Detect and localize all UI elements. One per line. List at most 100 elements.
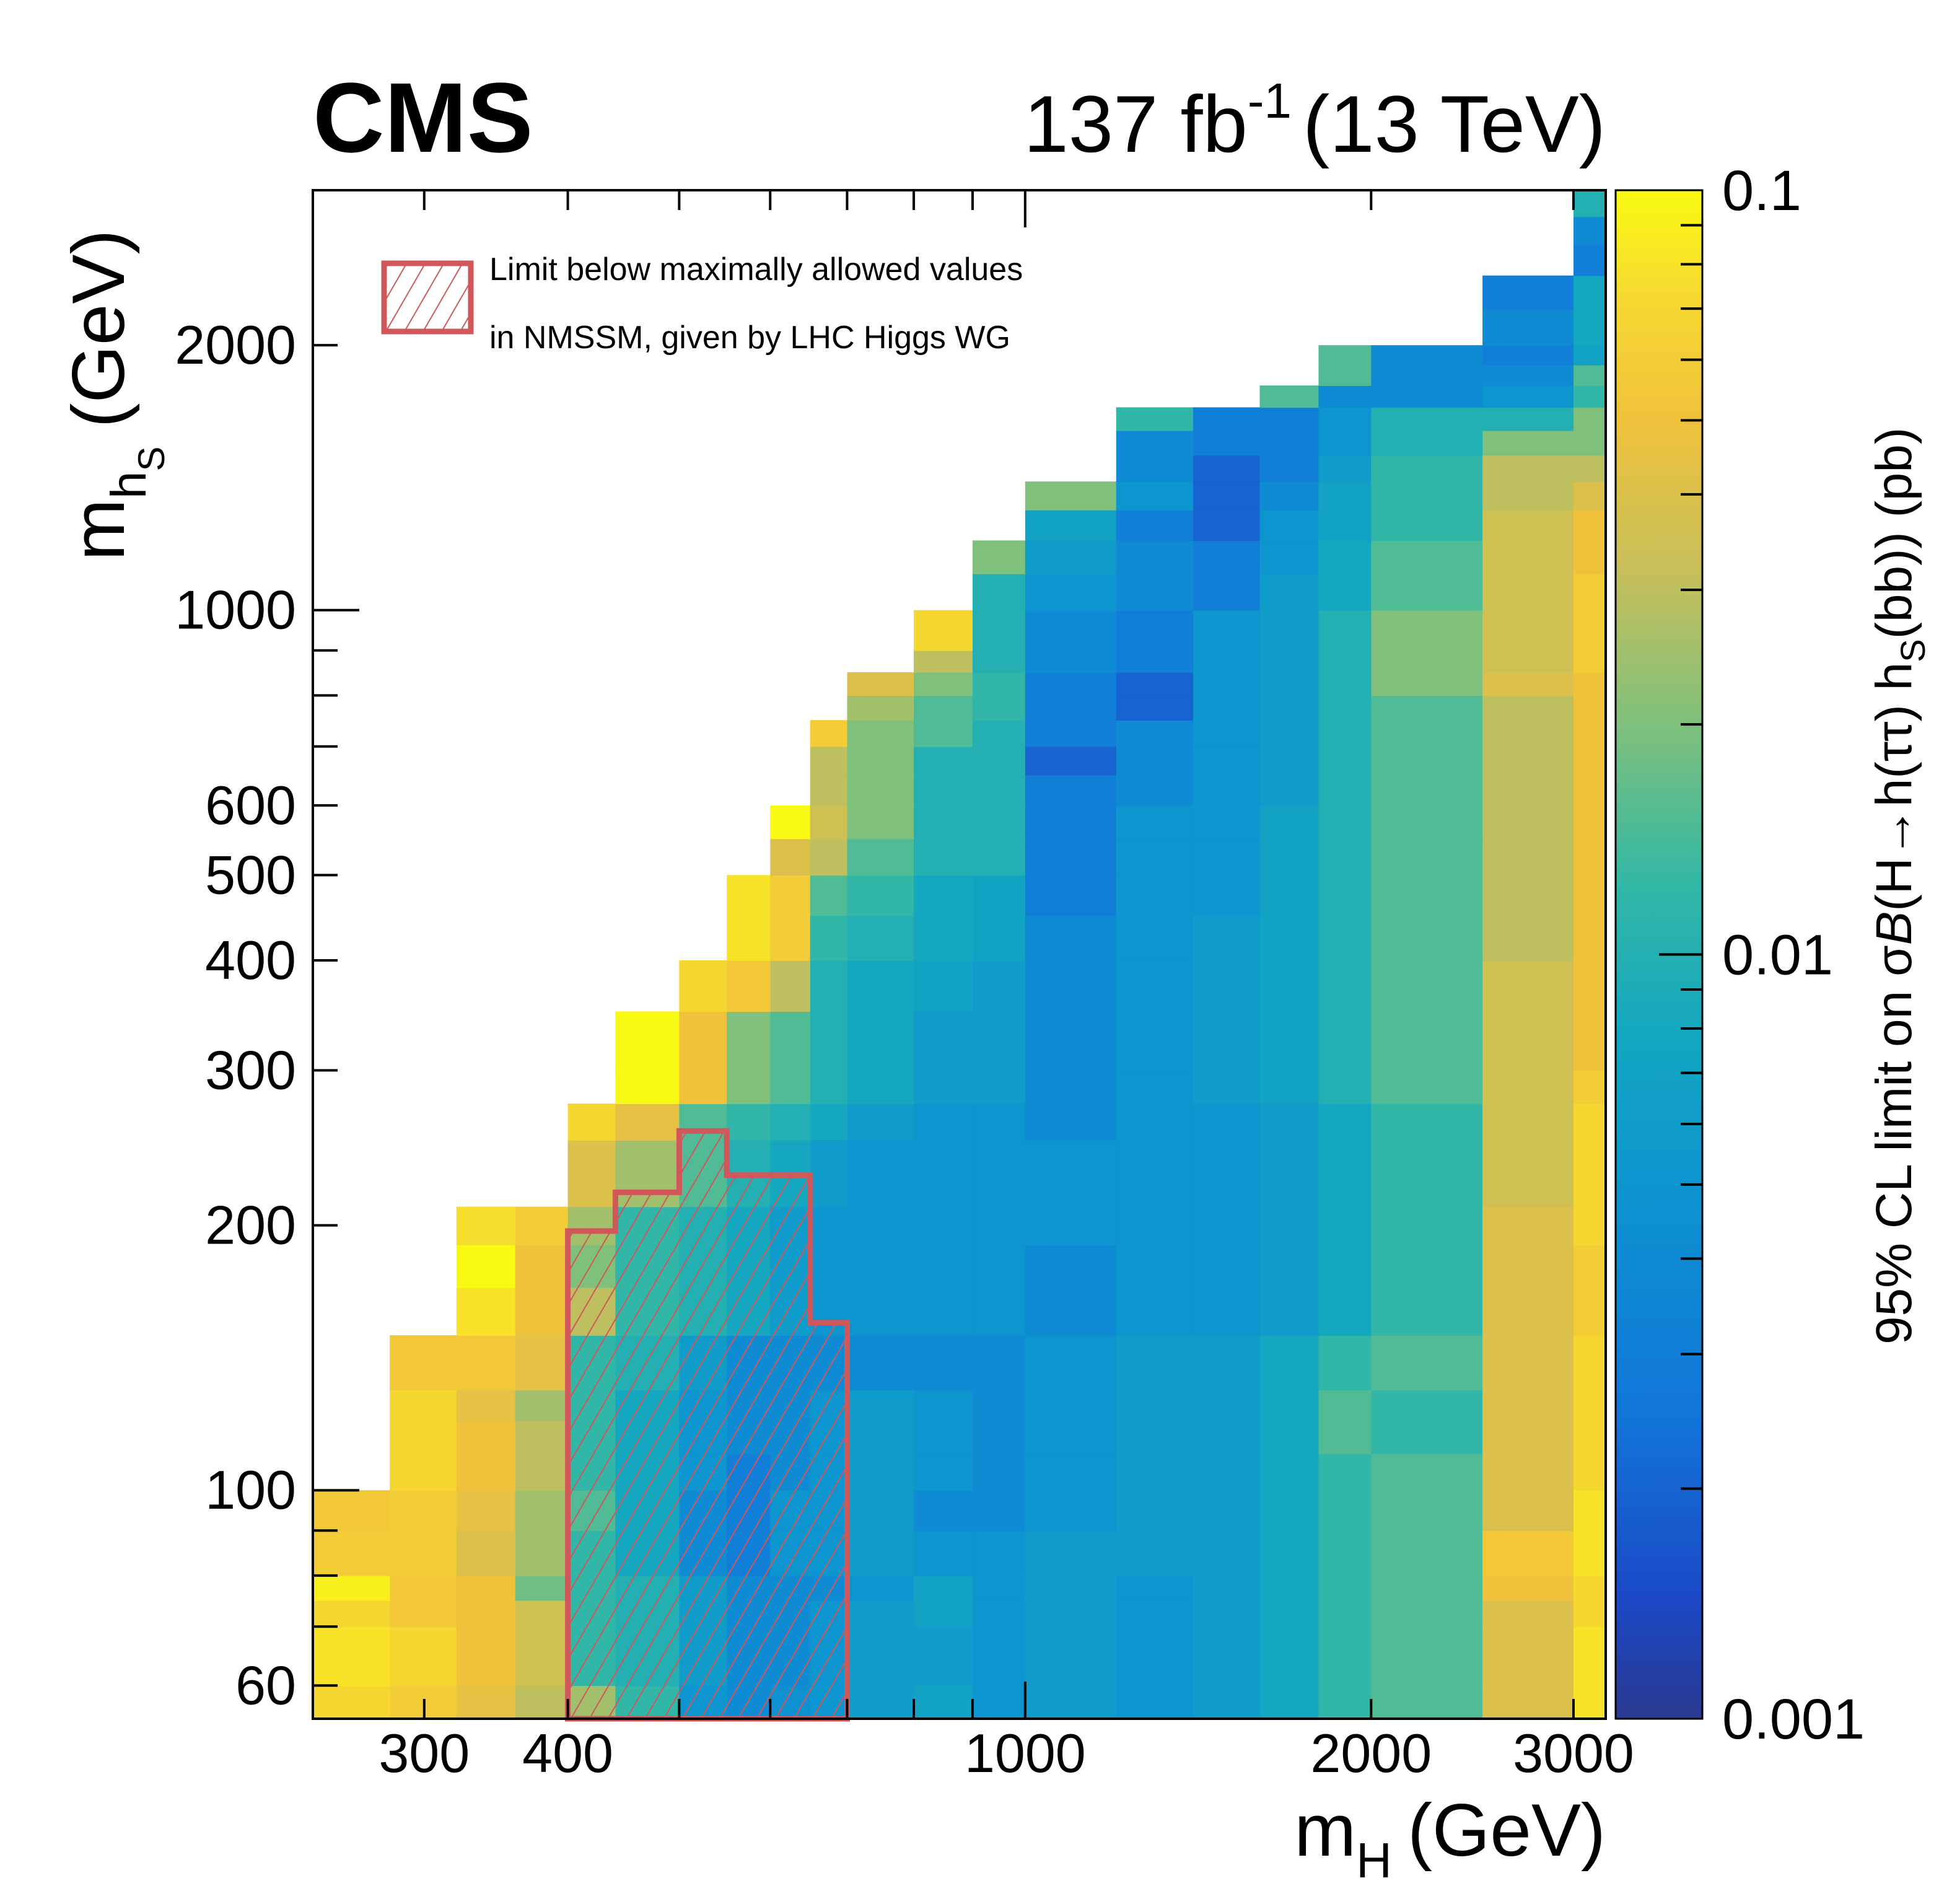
heatmap-cell <box>1025 1335 1117 1391</box>
heatmap-cell <box>1482 1530 1574 1576</box>
heatmap-cell <box>1193 875 1261 916</box>
heatmap-cell <box>679 960 727 1012</box>
heatmap-cell <box>847 1070 914 1104</box>
heatmap-cell <box>515 1420 569 1455</box>
heatmap-cell <box>679 1011 727 1071</box>
heatmap-cell <box>847 720 914 747</box>
heatmap-cell <box>1482 720 1574 747</box>
heatmap-cell <box>1482 1420 1574 1455</box>
heatmap-cell <box>1025 1390 1117 1421</box>
heatmap-cell <box>313 1600 390 1628</box>
heatmap-cell <box>1259 1490 1320 1531</box>
heatmap-cell <box>972 573 1026 611</box>
heatmap-cell <box>1116 1287 1194 1336</box>
heatmap-cell <box>1193 1070 1261 1104</box>
x-tick-label: 2000 <box>1310 1722 1432 1784</box>
heatmap-cell <box>847 672 914 696</box>
heatmap-cell <box>1482 774 1574 806</box>
heatmap-cell <box>847 1685 914 1719</box>
heatmap-cell <box>914 746 973 776</box>
heatmap-cell <box>390 1530 457 1576</box>
heatmap-cell <box>770 1070 811 1104</box>
heatmap-cell <box>1371 1626 1483 1687</box>
heatmap-cell <box>456 1600 516 1628</box>
heatmap-cell <box>515 1490 569 1531</box>
heatmap-cell <box>1318 1390 1372 1421</box>
heatmap-cell <box>1025 1685 1117 1719</box>
heatmap-cell <box>1259 407 1320 431</box>
heatmap-cell <box>1116 1600 1194 1628</box>
heatmap-cell <box>914 610 973 651</box>
heatmap-cell <box>1116 805 1194 840</box>
heatmap-cell <box>914 960 973 1012</box>
heatmap-cell <box>914 1103 973 1141</box>
heatmap-cell <box>1371 573 1483 611</box>
heatmap-cell <box>1573 672 1606 696</box>
heatmap-cell <box>390 1600 457 1628</box>
heatmap-cell <box>515 1245 569 1288</box>
heatmap-cell <box>1116 1490 1194 1531</box>
heatmap-cell <box>390 1390 457 1421</box>
heatmap-cell <box>1482 481 1574 511</box>
heatmap-cell <box>914 1139 973 1208</box>
heatmap-cell <box>1193 1600 1261 1628</box>
heatmap-cell <box>914 1685 973 1719</box>
heatmap-cell <box>847 1287 914 1336</box>
heatmap-cell <box>1318 1287 1372 1336</box>
heatmap-cell <box>1573 430 1606 456</box>
heatmap-cell <box>847 1530 914 1576</box>
heatmap-cell <box>313 1490 390 1531</box>
heatmap-cell <box>914 650 973 673</box>
heatmap-cell <box>914 672 973 696</box>
heatmap-cell <box>456 1626 516 1687</box>
heatmap-cell <box>1259 650 1320 673</box>
heatmap-cell <box>1573 509 1606 542</box>
heatmap-cell <box>1025 1139 1117 1208</box>
heatmap-cell <box>1482 1626 1574 1687</box>
legend-swatch <box>381 260 474 335</box>
heatmap-cell <box>1116 407 1194 431</box>
heatmap-cell <box>727 1103 771 1141</box>
heatmap-cell <box>1573 1011 1606 1071</box>
heatmap-cell <box>810 1206 848 1246</box>
heatmap-cell <box>914 1335 973 1391</box>
heatmap-cell <box>1371 1685 1483 1719</box>
heatmap-cell <box>1259 385 1320 408</box>
heatmap-cell <box>810 1139 848 1208</box>
heatmap-cell <box>1371 430 1483 456</box>
heatmap-cell <box>972 1103 1026 1141</box>
heatmap-cell <box>1573 1070 1606 1104</box>
heatmap-cell <box>1318 610 1372 651</box>
heatmap-cell <box>1193 746 1261 776</box>
heatmap-cell <box>1318 1070 1372 1104</box>
heatmap-cell <box>1482 1139 1574 1208</box>
heatmap-cell <box>1371 1390 1483 1421</box>
y-title-subsub: S <box>131 447 172 472</box>
heatmap-cell <box>847 1420 914 1455</box>
heatmap-cell <box>1116 1103 1194 1141</box>
heatmap-cell <box>1573 275 1606 310</box>
heatmap-cell <box>390 1490 457 1531</box>
heatmap-cell <box>847 1490 914 1531</box>
heatmap-cell <box>1116 1206 1194 1246</box>
heatmap-cell <box>1025 915 1117 961</box>
heatmap-cell <box>1116 1139 1194 1208</box>
heatmap-cell <box>1025 1070 1117 1104</box>
heatmap-cell <box>1259 1685 1320 1719</box>
heatmap-cell <box>1371 1245 1483 1288</box>
heatmap-cell <box>1025 1420 1117 1455</box>
heatmap-cell <box>847 695 914 721</box>
heatmap-cell <box>1573 573 1606 611</box>
heatmap-cell <box>1482 650 1574 673</box>
heatmap-cell <box>1482 364 1574 386</box>
heatmap-cell <box>1193 1287 1261 1336</box>
heatmap-cell <box>456 1206 516 1246</box>
heatmap-cell <box>1116 720 1194 747</box>
heatmap-cell <box>810 960 848 1012</box>
heatmap-cell <box>847 1245 914 1288</box>
heatmap-cell <box>1193 573 1261 611</box>
heatmap-cell <box>1193 1245 1261 1288</box>
heatmap-cell <box>1573 455 1606 482</box>
experiment-label: CMS <box>313 62 533 173</box>
